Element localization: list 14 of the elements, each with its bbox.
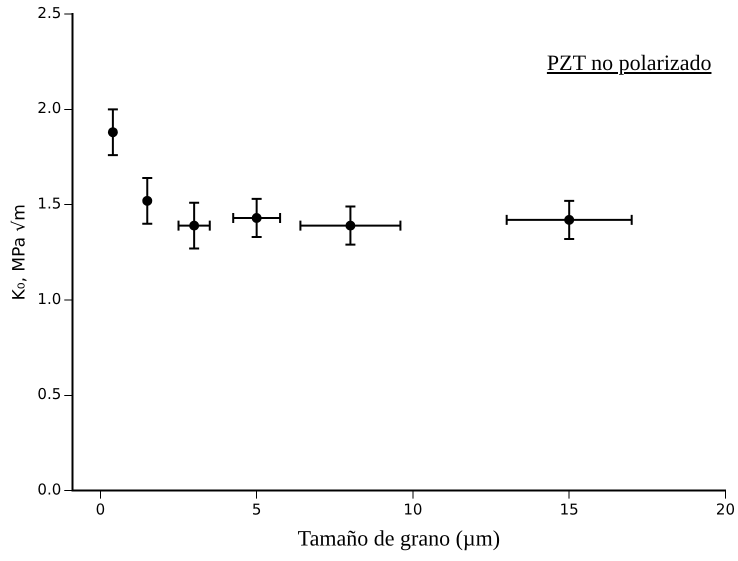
y-axis-title: K₀, MPa √m xyxy=(10,204,30,300)
x-tick-label: 5 xyxy=(252,500,262,518)
y-tick-label: 0.5 xyxy=(37,385,62,404)
y-tick-label: 1.0 xyxy=(37,290,62,308)
x-axis-title: Tamaño de grano (µm) xyxy=(298,526,500,551)
y-tick-label: 1.5 xyxy=(37,194,62,213)
x-tick-label: 0 xyxy=(96,500,106,518)
x-tick-label: 10 xyxy=(403,500,422,518)
x-tick-label: 20 xyxy=(716,500,736,518)
x-tick-label: 15 xyxy=(560,500,579,518)
y-tick-label: 2.0 xyxy=(37,99,62,118)
y-tick-label: 0.0 xyxy=(37,480,62,498)
annotation: PZT no polarizado xyxy=(546,50,712,76)
y-tick-label: 2.5 xyxy=(37,4,62,22)
